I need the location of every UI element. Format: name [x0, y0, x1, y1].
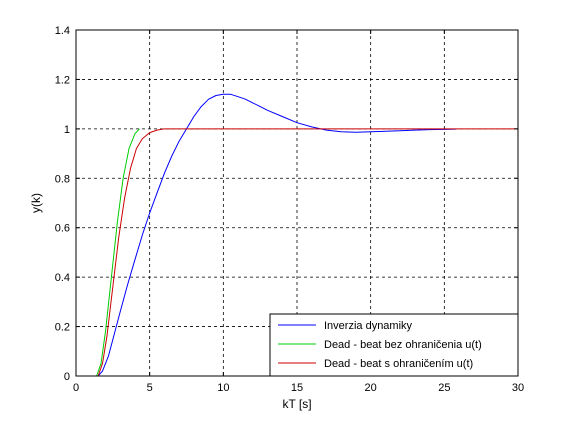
x-tick-label: 5: [147, 382, 153, 394]
y-tick-label: 1.2: [55, 74, 70, 86]
x-tick-label: 15: [291, 382, 303, 394]
y-tick-label: 1: [64, 124, 70, 136]
series-line-1: [76, 128, 140, 377]
x-tick-label: 0: [73, 382, 79, 394]
legend-label-1: Dead - beat bez ohraničenia u(t): [324, 339, 482, 351]
x-tick-label: 10: [217, 382, 229, 394]
legend-label-2: Dead - beat s ohraničením u(t): [324, 358, 473, 370]
grid: [76, 30, 518, 376]
y-tick-label: 0.2: [55, 322, 70, 334]
y-axis-label: y(k): [29, 193, 43, 213]
y-tick-label: 0: [64, 371, 70, 383]
series-layer: [76, 93, 518, 377]
x-tick-label: 20: [365, 382, 377, 394]
x-axis-label: kT [s]: [282, 397, 311, 411]
y-tick-label: 0.6: [55, 223, 70, 235]
x-tick-label: 25: [438, 382, 450, 394]
tick-labels: 0 5 10 15 20 25 30 0 0.2 0.4 0.6 0.8 1 1.2 1.4: [55, 25, 524, 394]
y-tick-label: 0.4: [55, 272, 70, 284]
x-tick-label: 30: [512, 382, 524, 394]
y-tick-label: 1.4: [55, 25, 70, 37]
legend-box: [269, 313, 519, 377]
legend-label-0: Inverzia dynamiky: [324, 320, 413, 332]
series-line-2: [76, 128, 518, 377]
y-tick-label: 0.8: [55, 173, 70, 185]
series-line-0: [76, 93, 457, 377]
legend: Inverzia dynamiky Dead - beat bez ohranič…: [269, 313, 519, 377]
